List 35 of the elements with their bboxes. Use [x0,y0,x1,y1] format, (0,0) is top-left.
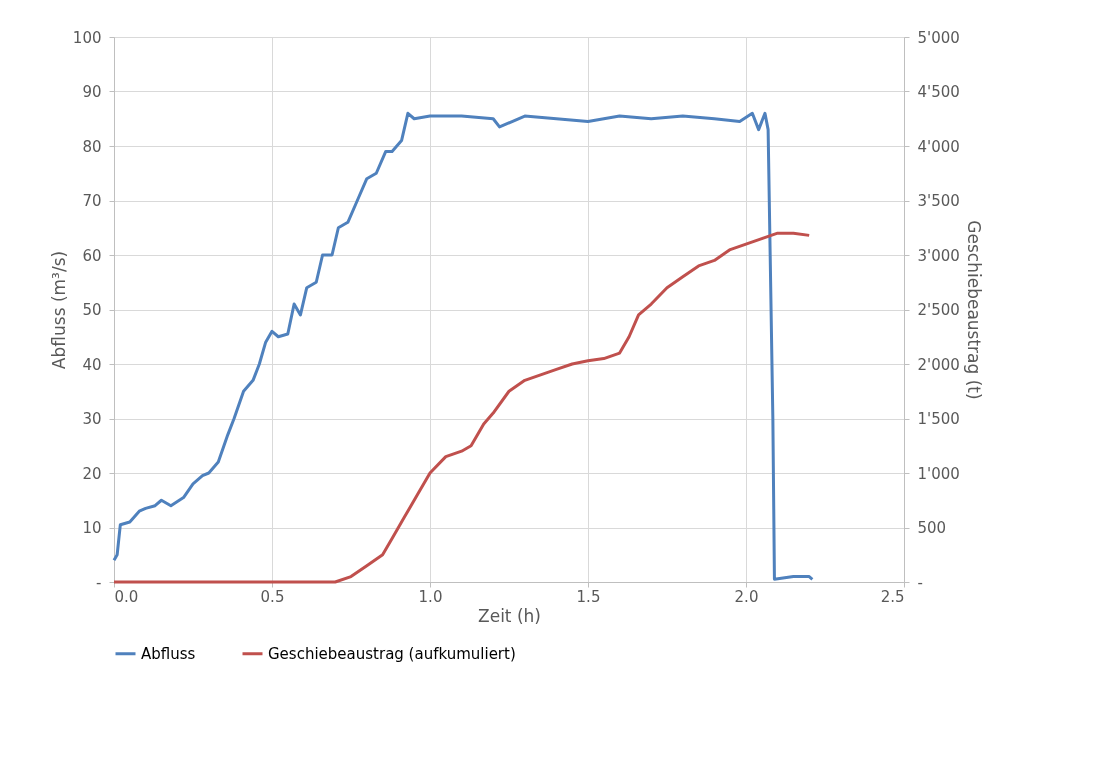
line-series [112,111,814,581]
y-tick-label: 90 [82,83,102,101]
x-tick-label: 1.5 [576,587,601,606]
x-tick-label: 0.0 [114,587,139,606]
y-tick-label: - [96,573,102,592]
y2-tick-label: 4'500 [917,83,960,101]
y2-tick-label: 2'000 [917,355,960,374]
x-tick-label: 1.0 [418,587,443,606]
y2-tick-label: 5'000 [917,28,960,47]
y-tick-label: 40 [82,355,102,374]
y-tick-label: 100 [72,28,102,47]
y2-tick-label: 1'000 [917,464,960,483]
y2-axis-title: Geschiebeaustrag (t) [963,220,984,400]
line-series [112,231,811,584]
y2-tick-label: - [917,573,923,592]
y-tick-label: 20 [82,464,102,483]
y2-tick-label: 4'000 [917,137,960,156]
legend-label: Abfluss [141,644,196,663]
y-tick-label: 50 [82,301,102,319]
y2-tick-label: 1'500 [917,410,960,428]
y-axis-title: Abfluss (m³/s) [48,250,69,370]
legend-label: Geschiebeaustrag (aufkumuliert) [268,644,516,663]
y-tick-label: 30 [82,410,102,428]
x-tick-label: 0.5 [260,587,285,606]
y-tick-label: 80 [82,137,102,156]
y2-tick-label: 500 [917,519,947,537]
x-tick-label: 2.5 [880,587,905,606]
y-tick-label: 70 [82,192,102,210]
y2-tick-label: 3'500 [917,192,960,210]
x-axis-title: Zeit (h) [478,605,541,626]
y2-tick-label: 3'000 [917,246,960,265]
y-tick-label: 10 [82,519,102,537]
y-tick-label: 60 [82,246,102,265]
y2-tick-label: 2'500 [917,301,960,319]
x-tick-label: 2.0 [734,587,759,606]
